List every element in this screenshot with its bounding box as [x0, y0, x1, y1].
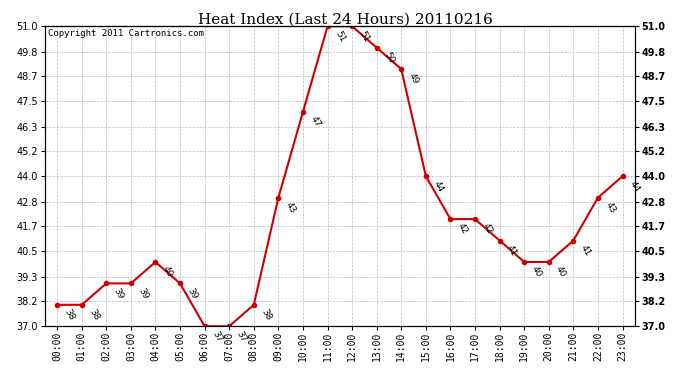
Text: 43: 43: [284, 201, 297, 215]
Text: 47: 47: [308, 115, 322, 129]
Text: Copyright 2011 Cartronics.com: Copyright 2011 Cartronics.com: [48, 29, 204, 38]
Text: Heat Index (Last 24 Hours) 20110216: Heat Index (Last 24 Hours) 20110216: [197, 13, 493, 27]
Text: 50: 50: [382, 51, 396, 65]
Text: 41: 41: [505, 243, 519, 258]
Text: 44: 44: [431, 179, 445, 193]
Text: 51: 51: [357, 29, 371, 44]
Text: 40: 40: [161, 265, 175, 279]
Text: 51: 51: [333, 29, 346, 44]
Text: 44: 44: [628, 179, 642, 193]
Text: 39: 39: [112, 286, 126, 301]
Text: 38: 38: [259, 308, 273, 322]
Text: 41: 41: [579, 243, 593, 258]
Text: 39: 39: [186, 286, 199, 301]
Text: 37: 37: [235, 329, 248, 344]
Text: 43: 43: [604, 201, 617, 215]
Text: 42: 42: [480, 222, 494, 236]
Text: 49: 49: [407, 72, 420, 86]
Text: 42: 42: [456, 222, 469, 236]
Text: 40: 40: [530, 265, 543, 279]
Text: 37: 37: [210, 329, 224, 344]
Text: 39: 39: [137, 286, 150, 301]
Text: 38: 38: [87, 308, 101, 322]
Text: 40: 40: [554, 265, 568, 279]
Text: 38: 38: [63, 308, 76, 322]
